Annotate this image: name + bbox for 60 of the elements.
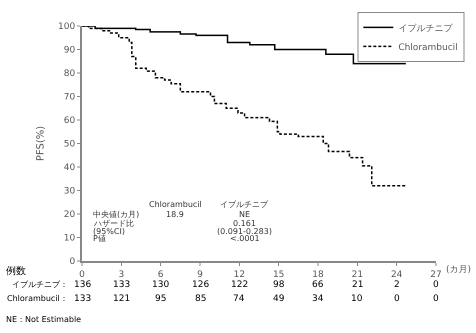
y-tick-label: 30 [64,186,76,197]
text: 121 [113,294,130,304]
y-tick-label: 0 [69,257,76,268]
x-tick-label: 6 [158,270,164,280]
text: 10 [351,294,363,304]
annotation: (95%CI) [93,227,125,236]
text: 98 [273,280,285,290]
annotation: P値 [93,234,106,243]
text: 130 [152,280,170,290]
text: 0 [394,294,400,304]
annotation: 中央値(カ月) [93,210,140,219]
text: 34 [312,294,324,304]
text: 136 [74,280,92,290]
text: 133 [113,280,130,290]
y-tick-label: 70 [64,92,76,103]
y-tick-label: 40 [64,163,76,174]
x-tick-label: 21 [352,270,364,280]
annotation: NE [239,210,250,219]
text: Chlorambucil： [7,294,68,303]
annotation: 18.9 [166,210,184,219]
legend-label: イブルチニブ [398,22,454,34]
y-tick-label: 20 [64,210,76,220]
y-tick-label: 80 [64,69,76,80]
annotation: <.0001 [230,234,260,243]
text: 49 [273,294,285,304]
text: 0 [433,294,439,304]
annotation: (0.091-0.283) [217,227,272,236]
y-tick-label: 50 [64,140,76,150]
annotation: イブルチニブ [220,200,269,209]
text: 74 [233,294,245,304]
text: 21 [352,280,364,290]
annotation: Chlorambucil [149,200,202,209]
text: 122 [231,280,248,290]
legend-label: Chlorambucil [398,42,458,53]
x-tick-label: 27 [430,270,442,280]
x-tick-label: 9 [197,270,204,280]
text: 例数 [6,266,26,277]
x-axis-title: (カ月) [446,265,472,275]
x-tick-label: 0 [79,270,86,280]
y-tick-label: 60 [64,116,76,126]
text: 95 [155,294,166,304]
y-tick-label: 100 [58,22,76,32]
text: NE：Not Estimable [6,315,82,324]
text: 85 [195,294,206,304]
annotation: 0.161 [233,219,256,228]
text: 133 [74,294,92,304]
x-tick-label: 12 [234,270,246,280]
x-tick-label: 3 [118,270,124,280]
y-tick-label: 10 [64,234,76,244]
annotation: ハザード比 [93,219,134,228]
x-tick-label: 15 [272,270,284,280]
x-tick-label: 24 [390,270,403,280]
text: 126 [192,280,210,290]
x-tick-label: 18 [312,270,324,280]
y-tick-label: 90 [64,46,76,56]
text: イブルチニブ： [12,280,68,289]
text: 66 [312,280,324,290]
y-axis-title: PFS(%) [36,126,47,162]
text: 0 [433,280,439,290]
text: 2 [394,280,400,290]
